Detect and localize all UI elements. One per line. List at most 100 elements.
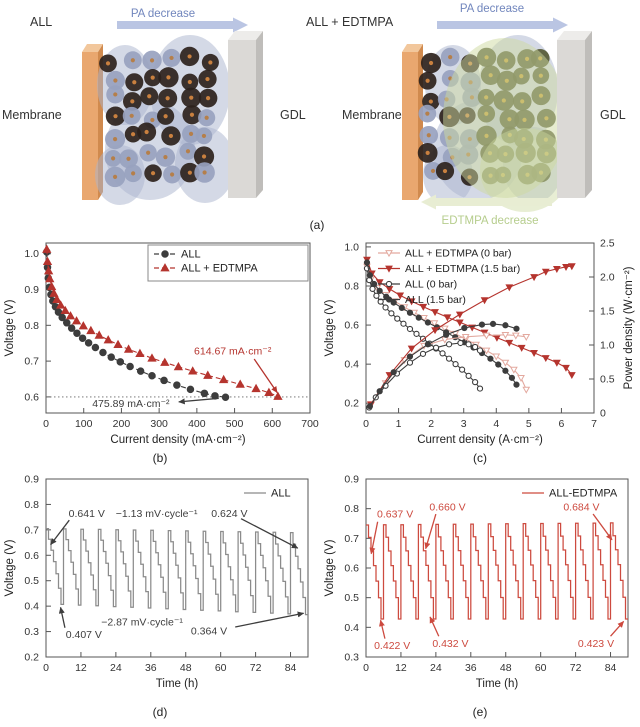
svg-text:0: 0: [363, 418, 369, 430]
svg-text:0.6: 0.6: [344, 320, 359, 332]
svg-text:ALL: ALL: [181, 249, 201, 261]
svg-text:72: 72: [250, 662, 262, 674]
panel-label-a: (a): [310, 218, 325, 232]
svg-text:ALL: ALL: [271, 488, 291, 500]
svg-text:84: 84: [285, 662, 297, 674]
svg-text:4: 4: [493, 418, 499, 430]
chart-c-power-density: 0 1 2 3 4 5 6 7 0.2 0.4 0.6 0.8 1.0 0 0.5 1.0 1.5 2.0 2.5 C…: [324, 238, 635, 447]
svg-text:72: 72: [570, 662, 582, 674]
svg-text:7: 7: [591, 418, 597, 430]
svg-text:0.637 V: 0.637 V: [377, 509, 413, 521]
svg-text:0.422 V: 0.422 V: [374, 640, 410, 652]
svg-text:0.407 V: 0.407 V: [66, 629, 102, 641]
svg-text:0.8: 0.8: [344, 503, 359, 515]
legend: ALL ALL + EDTMPA: [147, 244, 309, 282]
label-gdl-left: GDL: [280, 108, 306, 122]
svg-text:12: 12: [395, 662, 407, 674]
label-edtmpa-decrease: EDTMPA decrease: [442, 215, 539, 227]
series-0-all-edtmpa: [366, 522, 628, 620]
svg-text:0.5: 0.5: [600, 374, 615, 386]
legend: ALL: [244, 488, 291, 500]
chart-e-cycling-edtmpa: 0 12 24 36 48 60 72 84 0.3 0.4 0.5 0.6 0.7 0.8 0.9 Time…: [324, 474, 629, 690]
annotation-0: 0.641 V: [50, 508, 105, 546]
panel-label-c: (c): [473, 451, 487, 465]
svg-text:6: 6: [559, 418, 565, 430]
chart-block-d: 0 12 24 36 48 60 72 84 0.2 0.3 0.4 0.5 0.6 0.7 0.8 0.9 T…: [0, 469, 320, 723]
svg-text:ALL-EDTMPA: ALL-EDTMPA: [549, 488, 618, 500]
chart-block-c: 0 1 2 3 4 5 6 7 0.2 0.4 0.6 0.8 1.0 0 0.5 1.0 1.5 2.0 2.5 C…: [320, 237, 640, 469]
svg-text:0.4: 0.4: [24, 601, 39, 613]
svg-text:5: 5: [526, 418, 532, 430]
svg-text:0.364 V: 0.364 V: [191, 626, 227, 638]
panel-label-d: (d): [152, 705, 168, 719]
svg-text:0.2: 0.2: [24, 652, 39, 664]
annotation-4: 0.432 V: [429, 616, 469, 650]
panel-label-b: (b): [152, 451, 168, 465]
series-6-all-0-bar-power-density: [366, 339, 484, 411]
series-1-all-edtmpa: [42, 244, 283, 400]
svg-text:3: 3: [461, 418, 467, 430]
svg-text:400: 400: [188, 418, 206, 430]
svg-text:ALL + EDTMPA (0 bar): ALL + EDTMPA (0 bar): [405, 248, 512, 260]
label-membrane-right: Membrane: [342, 108, 402, 122]
svg-text:0.7: 0.7: [24, 524, 39, 536]
svg-text:0.5: 0.5: [24, 575, 39, 587]
svg-text:ALL (1.5 bar): ALL (1.5 bar): [405, 294, 466, 306]
annotation-0: 0.637 V: [369, 509, 413, 555]
svg-text:Current density (A·cm⁻²): Current density (A·cm⁻²): [417, 434, 543, 446]
svg-text:0.9: 0.9: [344, 474, 359, 486]
annotation-1: −1.13 mV·cycle⁻¹: [116, 508, 198, 520]
svg-text:0: 0: [600, 408, 606, 420]
svg-text:−2.87 mV·cycle⁻¹: −2.87 mV·cycle⁻¹: [101, 616, 183, 628]
svg-text:0: 0: [363, 662, 369, 674]
svg-text:1.0: 1.0: [600, 340, 615, 352]
svg-text:2.0: 2.0: [600, 272, 615, 284]
diagram-shapes: [82, 17, 592, 212]
svg-text:ALL + EDTMPA (1.5 bar): ALL + EDTMPA (1.5 bar): [405, 263, 520, 275]
svg-text:36: 36: [145, 662, 157, 674]
chart-block-e: 0 12 24 36 48 60 72 84 0.3 0.4 0.5 0.6 0.7 0.8 0.9 Time…: [320, 469, 640, 723]
svg-text:1.5: 1.5: [600, 306, 615, 318]
svg-text:0.660 V: 0.660 V: [429, 501, 465, 513]
svg-text:ALL (0 bar): ALL (0 bar): [405, 279, 457, 291]
label-all-edtmpa: ALL + EDTMPA: [306, 15, 394, 29]
annotation-2: 0.624 V: [211, 508, 299, 549]
svg-text:Power density (W·cm⁻²): Power density (W·cm⁻²): [623, 266, 635, 389]
svg-text:0.624 V: 0.624 V: [211, 508, 247, 520]
label-gdl-right: GDL: [600, 108, 626, 122]
svg-text:Current density (mA·cm⁻²): Current density (mA·cm⁻²): [110, 434, 245, 446]
svg-text:24: 24: [430, 662, 442, 674]
svg-text:200: 200: [113, 418, 131, 430]
svg-text:0.2: 0.2: [344, 398, 359, 410]
svg-text:0.8: 0.8: [344, 280, 359, 292]
chart-b-polarization: 0 100 200 300 400 500 600 700 0.6 0.7 0.8 0.9 1.0 Cur…: [4, 242, 319, 446]
svg-text:−1.13 mV·cycle⁻¹: −1.13 mV·cycle⁻¹: [116, 508, 198, 520]
svg-text:0.5: 0.5: [344, 592, 359, 604]
svg-text:0.6: 0.6: [24, 391, 39, 403]
svg-text:0.432 V: 0.432 V: [432, 638, 468, 650]
svg-text:Voltage (V): Voltage (V): [4, 539, 16, 596]
charts-row-2: 0 12 24 36 48 60 72 84 0.2 0.3 0.4 0.5 0.6 0.7 0.8 0.9 T…: [0, 469, 640, 723]
svg-text:300: 300: [150, 418, 168, 430]
svg-text:0.3: 0.3: [344, 652, 359, 664]
series-1-all-edtmpa-1-5-bar-: [363, 256, 576, 380]
svg-text:0.6: 0.6: [344, 563, 359, 575]
svg-text:Voltage (V): Voltage (V): [324, 299, 336, 356]
legend: ALL-EDTMPA: [522, 488, 618, 500]
svg-text:0.7: 0.7: [344, 533, 359, 545]
svg-text:60: 60: [215, 662, 227, 674]
annotation-5: 0.364 V: [191, 611, 305, 638]
annotation-4: −2.87 mV·cycle⁻¹: [101, 616, 183, 628]
svg-text:2.5: 2.5: [600, 238, 615, 250]
legend: ALL + EDTMPA (0 bar) ALL + EDTMPA (1.5 ba…: [378, 248, 520, 306]
svg-text:Time (h): Time (h): [156, 678, 199, 690]
svg-text:12: 12: [75, 662, 87, 674]
series-0-all: [46, 527, 308, 616]
svg-text:100: 100: [75, 418, 93, 430]
svg-text:0.423 V: 0.423 V: [578, 638, 614, 650]
svg-text:2: 2: [428, 418, 434, 430]
svg-text:0.8: 0.8: [24, 499, 39, 511]
svg-text:Time (h): Time (h): [476, 678, 519, 690]
chart-d-cycling-all: 0 12 24 36 48 60 72 84 0.2 0.3 0.4 0.5 0.6 0.7 0.8 0.9 T…: [4, 474, 309, 690]
